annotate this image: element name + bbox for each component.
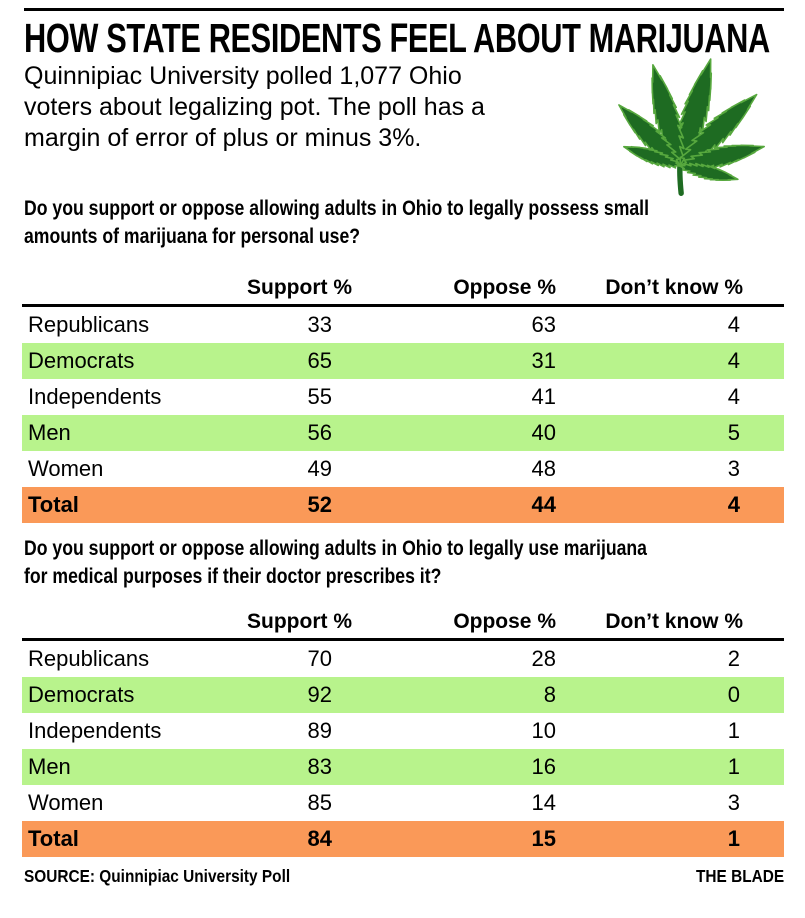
value-cell: 49: [307, 456, 332, 481]
value-cell: 3: [727, 790, 740, 815]
question-1: Do you support or oppose allowing adults…: [24, 194, 786, 250]
column-header: Don’t know %: [605, 276, 743, 299]
value-cell: 48: [531, 456, 556, 481]
row-label: Women: [28, 790, 104, 815]
row-label: Independents: [28, 384, 162, 409]
value-cell: 4: [727, 312, 740, 337]
row-label-header: [22, 272, 225, 304]
poll-table-personal-use: Support % Oppose % Don’t know % Republicans…: [22, 272, 784, 523]
table-row-total: Total 52 44 4: [22, 487, 784, 523]
publisher-credit: THE BLADE: [695, 866, 784, 886]
value-cell: 31: [531, 348, 556, 373]
value-cell: 44: [531, 492, 556, 517]
value-cell: 3: [727, 456, 740, 481]
value-cell: 63: [531, 312, 556, 337]
table-row-men: Men 56 40 5: [22, 415, 784, 451]
text-line: for medical purposes if their doctor pre…: [24, 564, 442, 588]
table-header-row: Support % Oppose % Don’t know %: [22, 272, 784, 307]
table-row-republicans: Republicans 70 28 2: [22, 641, 784, 677]
table-row-men: Men 83 16 1: [22, 749, 784, 785]
page-title-text: HOW STATE RESIDENTS FEEL ABOUT MARIJUANA: [24, 15, 770, 61]
value-cell: 1: [727, 826, 740, 851]
value-cell: 4: [727, 384, 740, 409]
table-row-independents: Independents 55 41 4: [22, 379, 784, 415]
table-row-republicans: Republicans 33 63 4: [22, 307, 784, 343]
value-cell: 84: [307, 826, 332, 851]
value-cell: 5: [727, 420, 740, 445]
value-cell: 14: [531, 790, 556, 815]
value-cell: 4: [727, 492, 740, 517]
value-cell: 89: [307, 718, 332, 743]
value-cell: 83: [307, 754, 332, 779]
value-cell: 16: [531, 754, 556, 779]
value-cell: 70: [307, 646, 332, 671]
marijuana-leaf-icon: [611, 54, 768, 196]
table-row-democrats: Democrats 65 31 4: [22, 343, 784, 379]
value-cell: 1: [727, 754, 740, 779]
value-cell: 41: [531, 384, 556, 409]
table-row-democrats: Democrats 92 8 0: [22, 677, 784, 713]
column-header: Oppose %: [453, 610, 556, 633]
row-label: Republicans: [28, 312, 150, 337]
column-header: Support %: [247, 610, 352, 633]
column-header: Don’t know %: [605, 610, 743, 633]
value-cell: 40: [531, 420, 556, 445]
table-row-women: Women 49 48 3: [22, 451, 784, 487]
text-line: Quinnipiac University polled 1,077 Ohio: [24, 62, 462, 90]
page-title: HOW STATE RESIDENTS FEEL ABOUT MARIJUANA: [24, 16, 805, 60]
row-label: Women: [28, 456, 104, 481]
source-credit: SOURCE: Quinnipiac University Poll: [24, 866, 291, 886]
value-cell: 2: [727, 646, 740, 671]
row-label: Total: [28, 492, 79, 517]
footer: SOURCE: Quinnipiac University Poll THE B…: [24, 866, 784, 887]
value-cell: 65: [307, 348, 332, 373]
top-rule-divider: [24, 8, 784, 11]
value-cell: 1: [727, 718, 740, 743]
table-row-independents: Independents 89 10 1: [22, 713, 784, 749]
intro-text: Quinnipiac University polled 1,077 Ohio v…: [24, 61, 485, 154]
value-cell: 56: [307, 420, 332, 445]
value-cell: 55: [307, 384, 332, 409]
table-row-total: Total 84 15 1: [22, 821, 784, 857]
value-cell: 10: [531, 718, 556, 743]
text-line: Do you support or oppose allowing adults…: [24, 536, 647, 560]
column-header: Support %: [247, 276, 352, 299]
value-cell: 15: [531, 826, 556, 851]
text-line: Do you support or oppose allowing adults…: [24, 196, 649, 220]
row-label: Independents: [28, 718, 162, 743]
value-cell: 92: [307, 682, 332, 707]
table-header-row: Support % Oppose % Don’t know %: [22, 606, 784, 641]
row-label: Men: [28, 754, 71, 779]
value-cell: 0: [727, 682, 740, 707]
value-cell: 33: [307, 312, 332, 337]
poll-table-medical-use: Support % Oppose % Don’t know % Republicans…: [22, 606, 784, 857]
text-line: amounts of marijuana for personal use?: [24, 224, 361, 248]
value-cell: 4: [727, 348, 740, 373]
column-header: Oppose %: [453, 276, 556, 299]
value-cell: 52: [307, 492, 332, 517]
row-label: Total: [28, 826, 79, 851]
text-line: voters about legalizing pot. The poll ha…: [24, 93, 485, 121]
value-cell: 85: [307, 790, 332, 815]
row-label: Democrats: [28, 348, 135, 373]
text-line: margin of error of plus or minus 3%.: [24, 124, 422, 152]
row-label-header: [22, 606, 225, 638]
question-2: Do you support or oppose allowing adults…: [24, 534, 784, 590]
row-label: Democrats: [28, 682, 135, 707]
value-cell: 8: [543, 682, 556, 707]
row-label: Republicans: [28, 646, 150, 671]
value-cell: 28: [531, 646, 556, 671]
row-label: Men: [28, 420, 71, 445]
table-row-women: Women 85 14 3: [22, 785, 784, 821]
